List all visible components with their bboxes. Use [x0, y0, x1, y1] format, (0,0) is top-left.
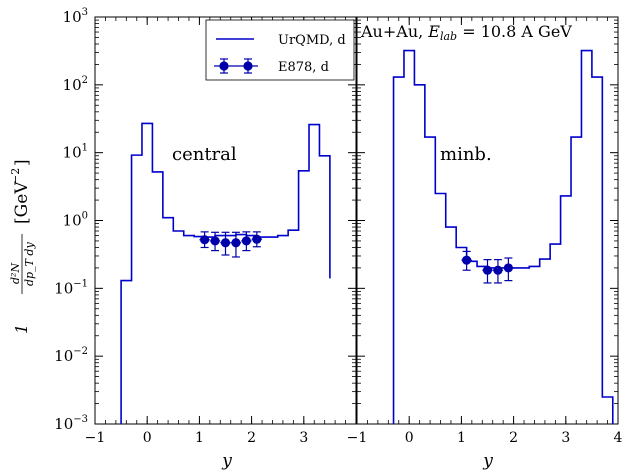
- y-axis-label: 1 d²N dp_T dy [GeV −2 ]: [9, 159, 36, 334]
- panel-title: Au+Au, Elab = 10.8 A GeV: [360, 22, 572, 43]
- legend-label-e878: E878, d: [278, 60, 329, 75]
- series-left: [120, 122, 331, 424]
- x-tick-label: 2: [247, 430, 256, 446]
- y-axis-label-den: dp_T dy: [23, 242, 36, 286]
- y-tick-labels: 10−3 10−2 10−1 100 101 102 103: [54, 7, 88, 433]
- y-axis-label-close: ]: [12, 159, 32, 166]
- annotation-minb: minb.: [440, 144, 492, 165]
- e878-data-point: [482, 259, 493, 284]
- panel-left: −1 0 1 2 3 central y UrQMD, d E878, d: [85, 16, 357, 471]
- legend-frame: [205, 19, 355, 81]
- y-tick-label: 101: [63, 143, 88, 162]
- e878-data-point: [209, 231, 221, 252]
- x-tick-label: 1: [195, 430, 204, 446]
- legend-label-urqmd: UrQMD, d: [278, 33, 346, 48]
- panel-right: −1 0 1 2 3 4 minb. y Au+Au, Elab = 10.8 A GeV: [347, 16, 623, 471]
- y-ticks-left: [95, 16, 356, 425]
- y-axis-label-exp: −2: [9, 168, 22, 184]
- series-right: [392, 49, 614, 424]
- plot-frame-right: [356, 16, 619, 425]
- urqmd-step-line: [120, 122, 331, 424]
- x-axis-label-right: y: [482, 451, 493, 471]
- panel-title-sub: lab: [440, 30, 457, 43]
- y-axis-label-num: d²N: [9, 263, 22, 284]
- x-tick-label: −1: [85, 430, 106, 446]
- x-tick-label: 3: [561, 430, 570, 446]
- legend-marker-e878: [214, 58, 258, 74]
- y-tick-label: 100: [63, 211, 88, 230]
- x-ticks-left: −1 0 1 2 3: [85, 17, 357, 446]
- x-tick-label: 3: [299, 430, 308, 446]
- e878-data-point: [492, 259, 504, 284]
- y-tick-label: 102: [63, 75, 88, 94]
- x-tick-label: −1: [347, 430, 368, 446]
- x-ticks-right: −1 0 1 2 3 4: [347, 17, 623, 446]
- e878-data-point: [220, 231, 231, 256]
- x-axis-label-left: y: [221, 451, 232, 471]
- y-tick-label: 10−3: [54, 414, 88, 433]
- panel-title-var: E: [427, 22, 440, 41]
- y-axis-label-unit: [GeV: [12, 181, 32, 224]
- e878-data-point: [461, 250, 472, 271]
- annotation-central: central: [172, 144, 237, 165]
- e878-data-point: [503, 257, 514, 282]
- legend: UrQMD, d E878, d: [205, 19, 355, 81]
- e878-data-point: [241, 231, 252, 252]
- e878-data-point: [230, 231, 242, 258]
- y-tick-label: 10−2: [54, 346, 88, 365]
- x-tick-label: 1: [457, 430, 466, 446]
- panel-title-pre: Au+Au,: [360, 22, 428, 41]
- urqmd-step-line: [392, 49, 614, 424]
- x-tick-label: 2: [509, 430, 518, 446]
- y-ticks-right: [357, 16, 618, 425]
- e878-data-point: [251, 231, 263, 248]
- panel-title-post: = 10.8 A GeV: [457, 22, 572, 41]
- y-tick-label: 103: [63, 7, 88, 26]
- x-tick-label: 0: [405, 430, 414, 446]
- e878-data-point: [199, 231, 210, 249]
- y-tick-label: 10−1: [54, 278, 88, 297]
- svg-text:1: 1: [12, 324, 31, 334]
- x-tick-label: 0: [143, 430, 152, 446]
- x-tick-label: 4: [614, 430, 623, 446]
